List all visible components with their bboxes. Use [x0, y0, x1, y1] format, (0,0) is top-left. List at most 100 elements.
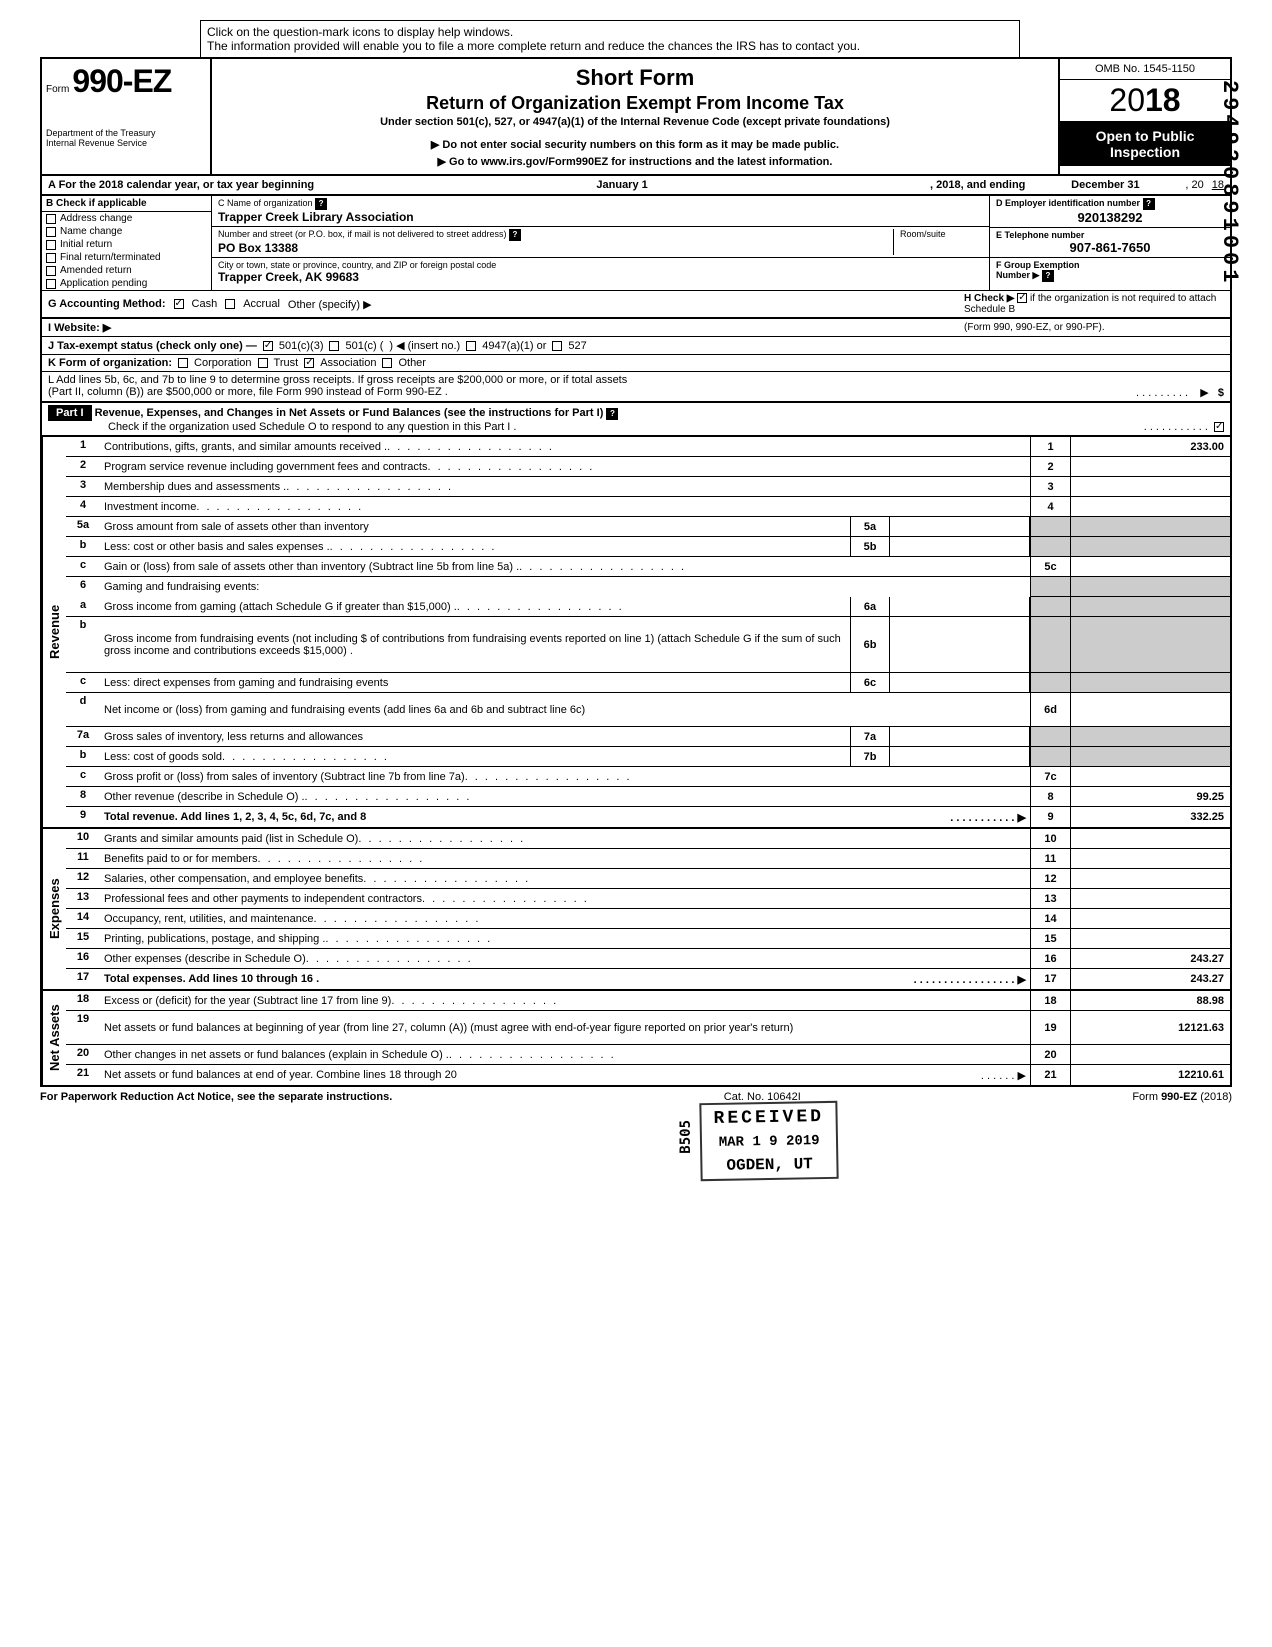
- row-i-website: I Website: ▶ (Form 990, 990-EZ, or 990-P…: [40, 319, 1232, 337]
- under-section: Under section 501(c), 527, or 4947(a)(1)…: [218, 116, 1052, 128]
- chk-assoc[interactable]: [304, 358, 314, 368]
- dept-treasury: Department of the Treasury: [46, 128, 206, 138]
- line19-val: 12121.63: [1070, 1011, 1230, 1044]
- footer-right: Form 990-EZ (2018): [1132, 1091, 1232, 1103]
- c-name-label: C Name of organization: [218, 198, 313, 208]
- d-ein: D Employer identification number ? 92013…: [990, 196, 1230, 228]
- irs: Internal Revenue Service: [46, 138, 206, 148]
- form-number: 990-EZ: [72, 63, 171, 99]
- chk-501c[interactable]: [329, 341, 339, 351]
- line8-val: 99.25: [1070, 787, 1230, 806]
- part1-header: Part I Revenue, Expenses, and Changes in…: [40, 403, 1232, 437]
- chk-527[interactable]: [552, 341, 562, 351]
- form-header: Form 990-EZ Department of the Treasury I…: [40, 57, 1232, 176]
- col-c: C Name of organization ? Trapper Creek L…: [212, 196, 990, 290]
- chk-trust[interactable]: [258, 358, 268, 368]
- chk-accrual[interactable]: [225, 299, 235, 309]
- line21-val: 12210.61: [1070, 1065, 1230, 1085]
- footer-left: For Paperwork Reduction Act Notice, see …: [40, 1091, 392, 1103]
- row-j: J Tax-exempt status (check only one) — 5…: [40, 337, 1232, 355]
- revenue-label: Revenue: [42, 437, 66, 827]
- goto-url: ▶ Go to www.irs.gov/Form990EZ for instru…: [218, 155, 1052, 168]
- help-line2: The information provided will enable you…: [207, 39, 1013, 53]
- help-icon[interactable]: ?: [606, 408, 618, 420]
- ein-val: 920138292: [996, 210, 1224, 225]
- col-b: B Check if applicable Address change Nam…: [42, 196, 212, 290]
- chk-address[interactable]: Address change: [42, 212, 211, 225]
- header-left: Form 990-EZ Department of the Treasury I…: [42, 59, 212, 174]
- b505-stamp: B505: [678, 1120, 694, 1154]
- netassets-label: Net Assets: [42, 991, 66, 1085]
- col-d: D Employer identification number ? 92013…: [990, 196, 1230, 290]
- received-stamp: RECEIVED MAR 1 9 2019 OGDEN, UT: [699, 1101, 839, 1181]
- room-label: Room/suite: [900, 229, 983, 239]
- ssn-warning: ▶ Do not enter social security numbers o…: [218, 138, 1052, 151]
- f-group: F Group Exemption Number ▶ ?: [990, 258, 1230, 284]
- short-form-title: Short Form: [218, 65, 1052, 91]
- form-word: Form: [46, 84, 69, 95]
- chk-schedule-o[interactable]: [1214, 422, 1224, 432]
- help-icon[interactable]: ?: [1143, 198, 1155, 210]
- row-a-calendar-year: A For the 2018 calendar year, or tax yea…: [40, 176, 1232, 196]
- header-mid: Short Form Return of Organization Exempt…: [212, 59, 1060, 174]
- section-bc: B Check if applicable Address change Nam…: [40, 196, 1232, 290]
- e-phone: E Telephone number 907-861-7650: [990, 228, 1230, 258]
- org-name: Trapper Creek Library Association: [218, 210, 983, 224]
- revenue-section: Revenue 1Contributions, gifts, grants, a…: [40, 437, 1232, 829]
- line1-val: 233.00: [1070, 437, 1230, 456]
- phone-val: 907-861-7650: [996, 240, 1224, 255]
- return-title: Return of Organization Exempt From Incom…: [218, 93, 1052, 114]
- line17-val: 243.27: [1070, 969, 1230, 989]
- help-note: Click on the question-mark icons to disp…: [200, 20, 1020, 57]
- chk-pending[interactable]: Application pending: [42, 277, 211, 290]
- chk-4947[interactable]: [466, 341, 476, 351]
- row-k: K Form of organization: Corporation Trus…: [40, 355, 1232, 372]
- row-a-label: A For the 2018 calendar year, or tax yea…: [48, 179, 314, 191]
- part1-label: Part I: [48, 405, 92, 421]
- chk-initial[interactable]: Initial return: [42, 238, 211, 251]
- omb-number: OMB No. 1545-1150: [1060, 59, 1230, 80]
- year-digits: 18: [1145, 82, 1181, 118]
- netassets-section: Net Assets 18Excess or (deficit) for the…: [40, 991, 1232, 1087]
- row-a-mid: , 2018, and ending: [930, 179, 1025, 191]
- street-label: Number and street (or P.O. box, if mail …: [218, 229, 506, 239]
- help-icon[interactable]: ?: [509, 229, 521, 241]
- help-icon[interactable]: ?: [315, 198, 327, 210]
- row-g: G Accounting Method: Cash Accrual Other …: [40, 290, 1232, 319]
- footer: For Paperwork Reduction Act Notice, see …: [40, 1087, 1232, 1107]
- footer-mid: Cat. No. 10642I: [724, 1091, 801, 1103]
- chk-name[interactable]: Name change: [42, 225, 211, 238]
- row-a-end: December 31: [1025, 179, 1185, 191]
- city-label: City or town, state or province, country…: [218, 260, 983, 270]
- b-header: B Check if applicable: [42, 196, 211, 212]
- year-prefix: 20: [1109, 82, 1145, 118]
- chk-501c3[interactable]: [263, 341, 273, 351]
- chk-amended[interactable]: Amended return: [42, 264, 211, 277]
- part1-title: Revenue, Expenses, and Changes in Net As…: [95, 407, 604, 419]
- line16-val: 243.27: [1070, 949, 1230, 968]
- row-a-start: January 1: [314, 179, 930, 191]
- c-name-row: C Name of organization ? Trapper Creek L…: [212, 196, 989, 227]
- help-icon[interactable]: ?: [1042, 270, 1054, 282]
- help-line1: Click on the question-mark icons to disp…: [207, 25, 1013, 39]
- open-to-public: Open to Public Inspection: [1060, 122, 1230, 166]
- city-val: Trapper Creek, AK 99683: [218, 270, 983, 284]
- tax-year: 2018: [1060, 80, 1230, 122]
- form-container: Click on the question-mark icons to disp…: [40, 20, 1232, 1107]
- chk-h[interactable]: [1017, 293, 1027, 303]
- street-val: PO Box 13388: [218, 241, 893, 255]
- line9-val: 332.25: [1070, 807, 1230, 827]
- row-a-yr: 18: [1212, 179, 1224, 191]
- c-street-row: Number and street (or P.O. box, if mail …: [212, 227, 989, 258]
- row-a-suffix: , 20: [1185, 179, 1203, 191]
- header-right: OMB No. 1545-1150 2018 Open to Public In…: [1060, 59, 1230, 174]
- line18-val: 88.98: [1070, 991, 1230, 1010]
- chk-corp[interactable]: [178, 358, 188, 368]
- c-city-row: City or town, state or province, country…: [212, 258, 989, 286]
- chk-other[interactable]: [382, 358, 392, 368]
- expenses-label: Expenses: [42, 829, 66, 989]
- row-l: L Add lines 5b, 6c, and 7b to line 9 to …: [40, 372, 1232, 403]
- g-label: G Accounting Method:: [48, 298, 166, 310]
- chk-cash[interactable]: [174, 299, 184, 309]
- chk-final[interactable]: Final return/terminated: [42, 251, 211, 264]
